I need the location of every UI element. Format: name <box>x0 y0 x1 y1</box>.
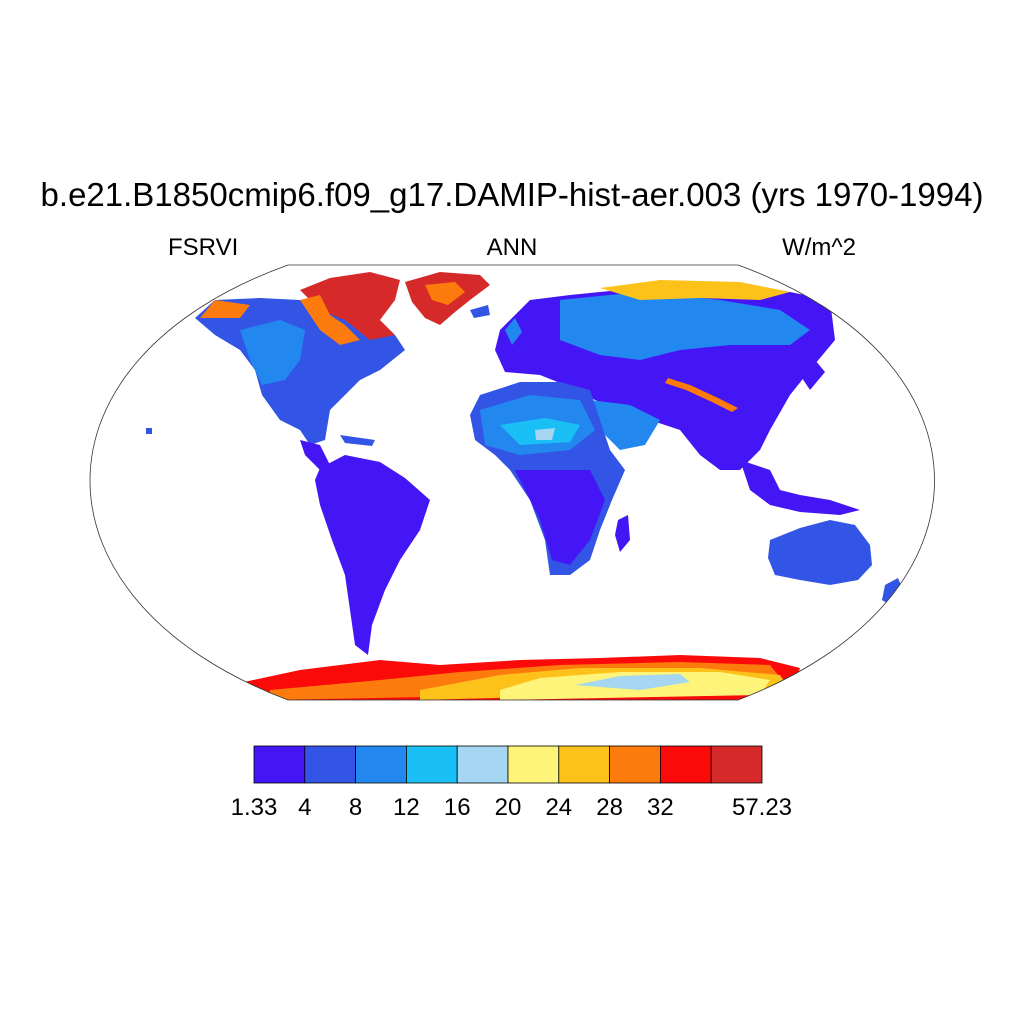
plot-title: b.e21.B1850cmip6.f09_g17.DAMIP-hist-aer.… <box>40 176 984 213</box>
madagascar <box>615 515 630 552</box>
colorbar-label: 16 <box>444 794 471 821</box>
japan <box>800 360 825 390</box>
caribbean <box>340 435 375 446</box>
uk <box>505 318 522 345</box>
units-label: W/m^2 <box>782 234 856 261</box>
antarctica-light <box>575 674 690 690</box>
north-america-west <box>240 320 305 385</box>
new-zealand <box>882 578 903 605</box>
colorbar-box <box>355 745 407 784</box>
greenland-interior <box>425 282 465 305</box>
colorbar-box <box>304 745 356 784</box>
colorbar-box <box>660 745 712 784</box>
colorbar-label: 57.23 <box>732 794 792 821</box>
colorbar-box <box>507 745 560 784</box>
iceland <box>470 305 490 318</box>
colorbar-box <box>405 745 458 784</box>
southeast-asia <box>740 460 860 515</box>
arabia <box>590 400 660 450</box>
colorbar-box <box>558 745 610 784</box>
central-africa <box>515 470 605 565</box>
colorbar-label: 4 <box>298 794 311 821</box>
arctic-coast-band <box>600 280 790 300</box>
siberia-blue <box>560 292 810 360</box>
variable-label: FSRVI <box>168 234 239 261</box>
sahara-light <box>535 428 555 440</box>
colorbar-box <box>710 745 763 784</box>
tibet-streak <box>665 378 738 412</box>
colorbar-box <box>456 745 509 784</box>
canada-arctic-islands <box>300 272 400 340</box>
colorbar-label: 28 <box>596 794 623 821</box>
colorbar-label: 12 <box>393 794 420 821</box>
colorbar-label: 8 <box>349 794 362 821</box>
alaska-band <box>200 300 250 318</box>
colorbar-label: 24 <box>545 794 572 821</box>
colorbar-label: 32 <box>647 794 674 821</box>
colorbar-box <box>253 745 306 784</box>
hawaii <box>146 428 152 434</box>
season-label: ANN <box>486 234 538 261</box>
colorbar-box <box>609 745 661 784</box>
canada-arctic-orange <box>300 295 360 345</box>
map-boundary <box>89 264 935 701</box>
colorbar-label: 20 <box>495 794 522 821</box>
australia <box>768 520 872 585</box>
colorbar-label: 1.33 <box>231 794 278 821</box>
south-america <box>315 455 430 655</box>
